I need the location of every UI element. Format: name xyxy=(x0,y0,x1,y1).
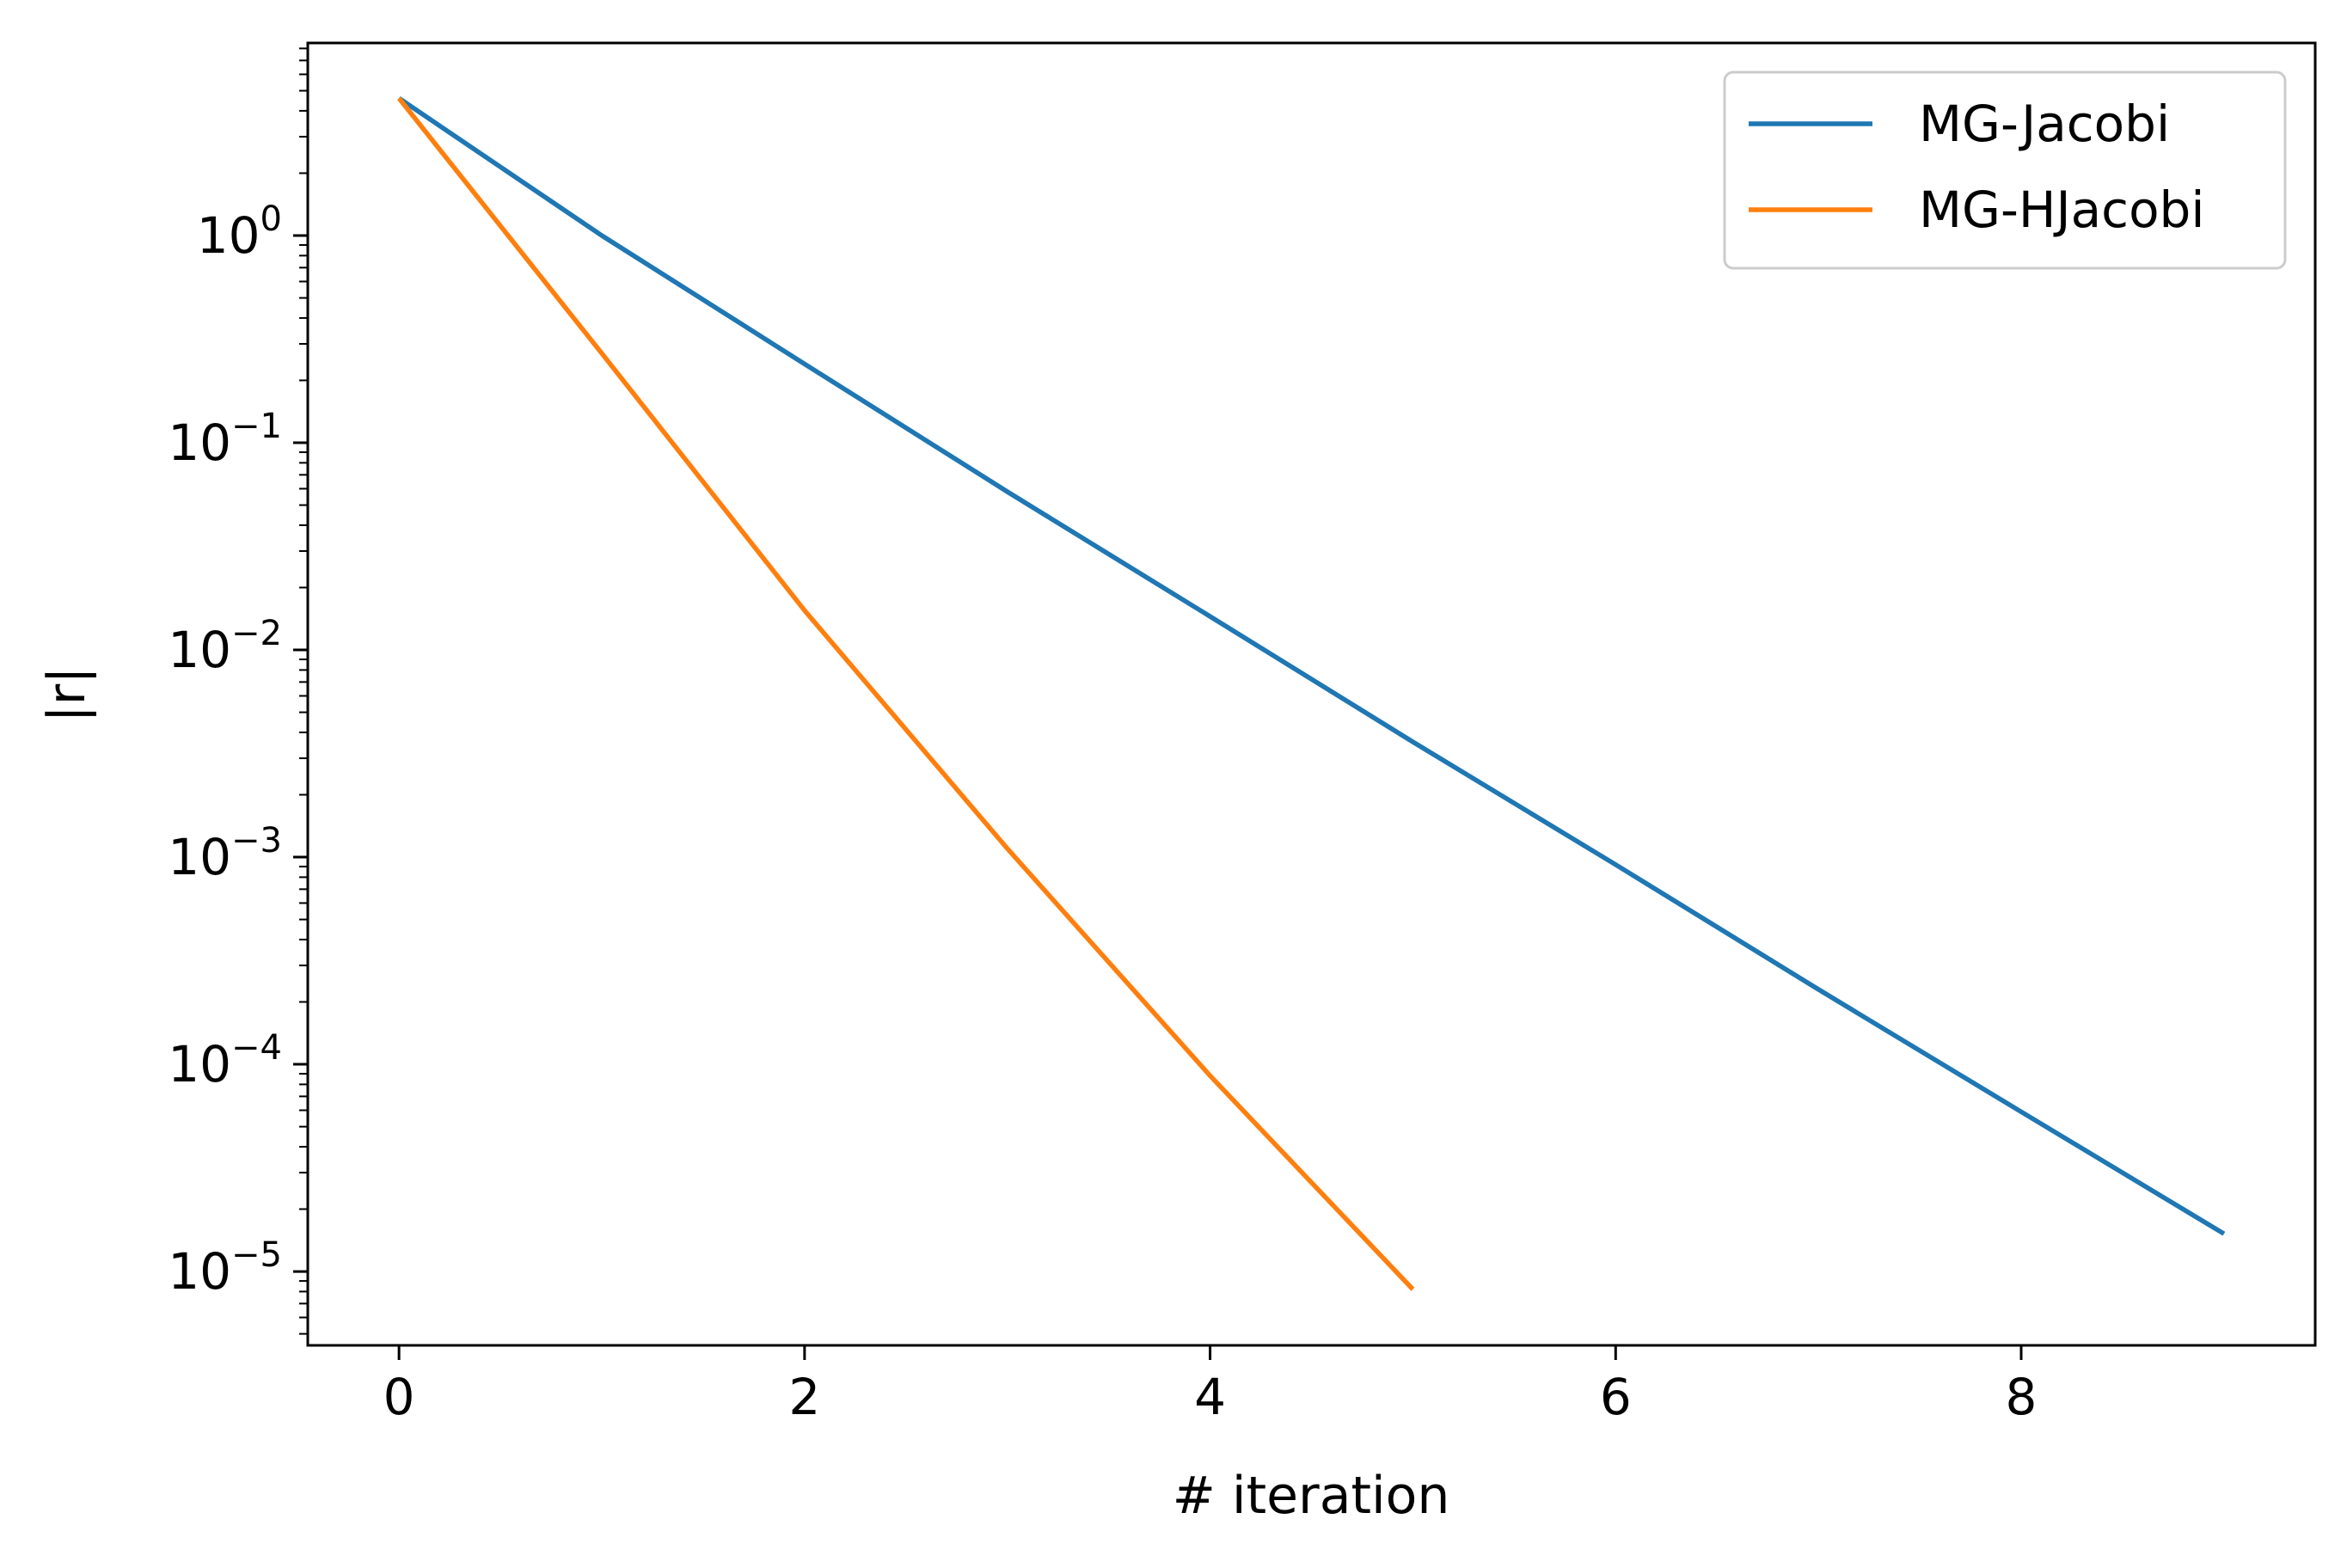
x-tick-label: 4 xyxy=(1194,1368,1226,1426)
y-tick-label: 10−3 xyxy=(168,821,282,886)
y-axis-label: |r| xyxy=(37,666,97,722)
legend-label: MG-Jacobi xyxy=(1919,95,2170,153)
x-tick-label: 0 xyxy=(383,1368,415,1426)
legend-label: MG-HJacobi xyxy=(1919,181,2204,239)
y-tick-label-exponent: −1 xyxy=(231,407,282,446)
y-tick-label-base: 10 xyxy=(168,1035,231,1093)
x-tick-label: 2 xyxy=(788,1368,820,1426)
y-tick-label: 10−2 xyxy=(168,614,282,679)
legend-box xyxy=(1723,70,2287,270)
y-tick-label: 10−4 xyxy=(168,1028,282,1093)
series-lines xyxy=(396,96,2226,1291)
x-tick-label: 6 xyxy=(1600,1368,1632,1426)
y-tick-label-base: 10 xyxy=(168,621,231,679)
series-line-mg-hjacobi xyxy=(396,96,1415,1291)
series-line-mg-jacobi xyxy=(397,96,2226,1236)
plot-frame xyxy=(306,41,2317,1347)
x-tick-label: 8 xyxy=(2006,1368,2038,1426)
y-tick-label-exponent: −5 xyxy=(231,1235,282,1275)
legend: MG-Jacobi MG-HJacobi xyxy=(1723,70,2287,270)
y-tick-label-exponent: 0 xyxy=(260,199,282,239)
x-axis-label: # iteration xyxy=(1173,1466,1450,1526)
y-tick-label-base: 10 xyxy=(168,1242,231,1301)
y-tick-label-exponent: −2 xyxy=(231,614,282,653)
y-tick-label-base: 10 xyxy=(168,828,231,886)
y-tick-label-exponent: −4 xyxy=(231,1028,282,1068)
y-tick-label-exponent: −3 xyxy=(231,821,282,861)
y-tick-label: 10−5 xyxy=(168,1235,282,1301)
y-tick-label-base: 10 xyxy=(168,413,231,472)
y-tick-label: 100 xyxy=(197,199,282,265)
y-tick-label-base: 10 xyxy=(197,206,260,265)
y-tick-label: 10−1 xyxy=(168,407,282,472)
